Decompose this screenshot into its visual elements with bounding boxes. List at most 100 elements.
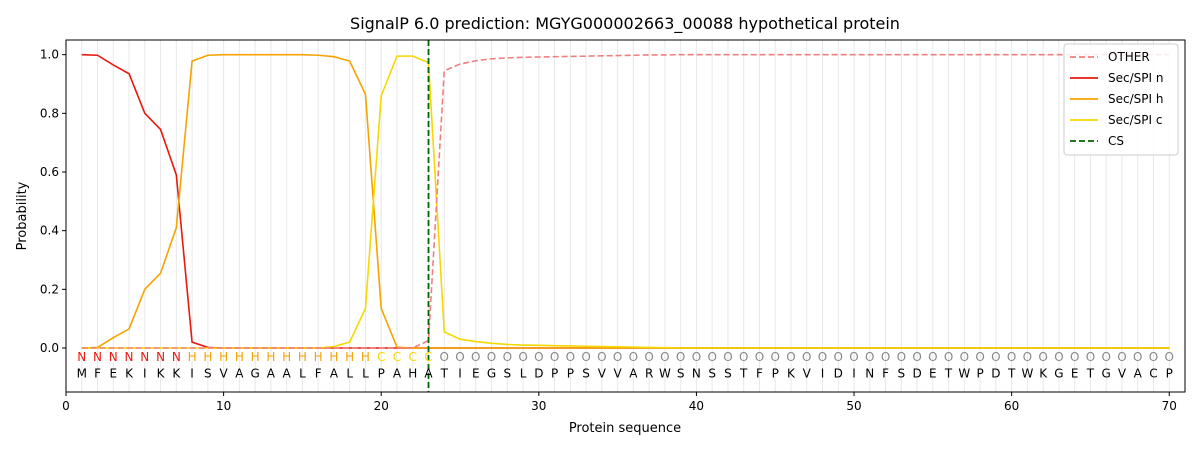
legend-label: Sec/SPI c (1108, 113, 1162, 127)
residue-letter: E (929, 366, 937, 380)
residue-letter: L (346, 366, 353, 380)
region-label: N (109, 350, 118, 364)
y-tick-label: 0.2 (40, 282, 59, 296)
region-label: O (1165, 350, 1174, 364)
residue-letter: I (821, 366, 825, 380)
residue-letter: T (739, 366, 748, 380)
x-tick-label: 70 (1162, 399, 1177, 413)
residue-letter: K (172, 366, 181, 380)
residue-letter: C (1149, 366, 1157, 380)
residue-letter: S (724, 366, 732, 380)
region-label: N (77, 350, 86, 364)
region-label: O (975, 350, 984, 364)
region-label: O (849, 350, 858, 364)
series-line-other (81, 53, 1170, 349)
residue-letter: P (567, 366, 574, 380)
residue-letter: K (1039, 366, 1048, 380)
region-label: O (1023, 350, 1032, 364)
residue-letter: D (991, 366, 1000, 380)
region-label: N (93, 350, 102, 364)
x-tick-label: 50 (846, 399, 861, 413)
region-label: N (172, 350, 181, 364)
residue-letter: K (125, 366, 134, 380)
residue-letter: F (94, 366, 101, 380)
plot-frame (65, 39, 1186, 393)
region-label: O (802, 350, 811, 364)
region-label: O (723, 350, 732, 364)
region-label: O (707, 350, 716, 364)
residue-letter: E (472, 366, 480, 380)
region-label: N (125, 350, 134, 364)
residue-letter: N (865, 366, 874, 380)
region-label: O (518, 350, 527, 364)
region-label: O (1149, 350, 1158, 364)
residue-letter: G (487, 366, 496, 380)
region-label: O (1054, 350, 1063, 364)
residue-letter: G (1054, 366, 1063, 380)
region-label: H (203, 350, 212, 364)
residue-letter: T (1086, 366, 1095, 380)
region-label: O (881, 350, 890, 364)
region-label: O (786, 350, 795, 364)
x-tick-label: 20 (374, 399, 389, 413)
x-tick-label: 30 (531, 399, 546, 413)
residue-letter: E (1071, 366, 1079, 380)
region-label: O (1133, 350, 1142, 364)
residue-letter: F (315, 366, 322, 380)
region-label: O (487, 350, 496, 364)
region-label: O (660, 350, 669, 364)
residue-letter: N (692, 366, 701, 380)
residue-letter: A (267, 366, 276, 380)
residue-letter: S (503, 366, 511, 380)
region-label: H (329, 350, 338, 364)
y-tick-label: 0.4 (40, 224, 59, 238)
residue-letter: P (378, 366, 385, 380)
x-axis-label: Protein sequence (569, 421, 681, 436)
region-label: H (298, 350, 307, 364)
region-label: H (314, 350, 323, 364)
region-label: O (581, 350, 590, 364)
legend-box (1063, 43, 1179, 156)
residue-letter: A (283, 366, 292, 380)
region-label: O (503, 350, 512, 364)
region-label: C (424, 350, 432, 364)
residue-letter: F (756, 366, 763, 380)
residue-letter: V (803, 366, 812, 380)
residue-letter: V (1118, 366, 1127, 380)
region-label: O (676, 350, 685, 364)
region-label: O (834, 350, 843, 364)
region-label: O (897, 350, 906, 364)
legend: OTHER Sec/SPI n Sec/SPI h Sec/SPI c CS (1063, 43, 1179, 156)
region-label: O (818, 350, 827, 364)
residue-letter: T (944, 366, 953, 380)
region-label: C (377, 350, 385, 364)
region-label: C (409, 350, 417, 364)
residue-letter: V (219, 366, 228, 380)
region-label: O (755, 350, 764, 364)
residue-letter: S (582, 366, 590, 380)
x-tick-label: 60 (1004, 399, 1019, 413)
residue-letter: P (1166, 366, 1173, 380)
residue-letter: W (659, 366, 671, 380)
region-label: O (629, 350, 638, 364)
residue-letter: I (458, 366, 462, 380)
residue-letter: A (235, 366, 244, 380)
region-label: O (912, 350, 921, 364)
region-label: O (692, 350, 701, 364)
region-label: O (613, 350, 622, 364)
legend-label: OTHER (1108, 50, 1150, 64)
region-label: O (1007, 350, 1016, 364)
region-label: O (1117, 350, 1126, 364)
residue-letter: V (598, 366, 607, 380)
residue-letter: P (772, 366, 779, 380)
residue-letter: E (109, 366, 117, 380)
region-label: H (188, 350, 197, 364)
residue-letter: A (629, 366, 638, 380)
chart-title: SignalP 6.0 prediction: MGYG000002663_00… (350, 14, 900, 34)
y-tick-label: 0.0 (40, 341, 59, 355)
residue-letter: I (852, 366, 856, 380)
region-label: N (140, 350, 149, 364)
region-label: O (455, 350, 464, 364)
region-label: O (1038, 350, 1047, 364)
